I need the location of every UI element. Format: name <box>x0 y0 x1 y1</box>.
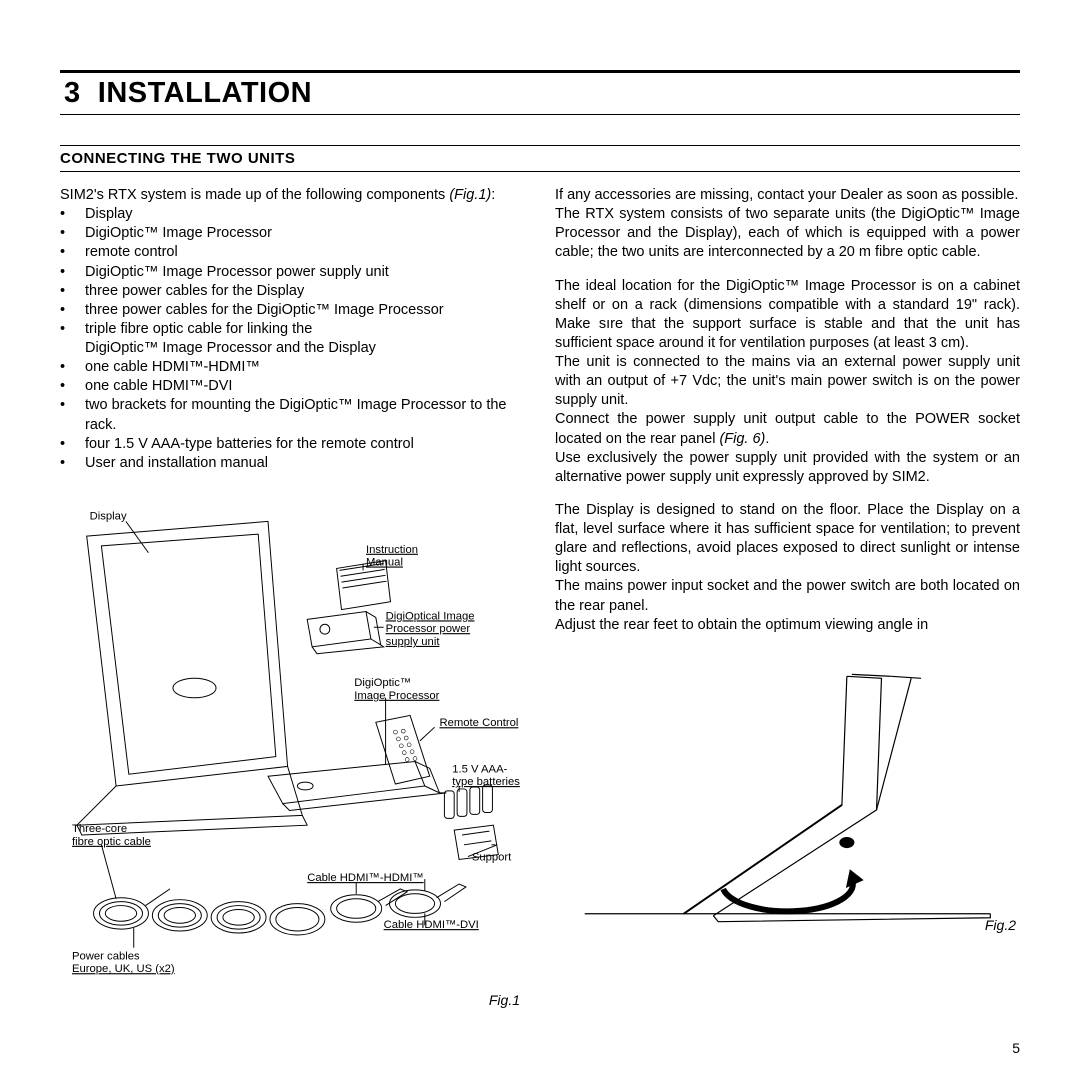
r-p3: The ideal location for the DigiOptic™ Im… <box>555 277 1020 354</box>
fig1-label-psu-1: DigiOptical Image <box>386 610 475 622</box>
r-p1: If any accessories are missing, contact … <box>555 186 1020 205</box>
section-title: CONNECTING THE TWO UNITS <box>60 145 1020 172</box>
right-column: If any accessories are missing, contact … <box>555 186 1020 1011</box>
fig1-label-support: Support <box>472 851 512 863</box>
fig1-label-power-1: Power cables <box>72 950 140 962</box>
chapter-number: 3 <box>64 77 81 109</box>
figure-2-svg <box>555 665 1020 935</box>
fig1-label-fibre-2: fibre optic cable <box>72 836 151 848</box>
fig1-label-display: Display <box>90 510 127 522</box>
fig1-label-psu-2: Processor power <box>386 623 471 635</box>
r-p9: Adjust the rear feet to obtain the optim… <box>555 616 1020 635</box>
r-p6: Use exclusively the power supply unit pr… <box>555 449 1020 487</box>
figure-2-caption: Fig.2 <box>985 916 1016 934</box>
r-p5a: Connect the power supply unit output cab… <box>555 411 1020 446</box>
fig1-label-dvi: Cable HDMI™-DVI <box>384 919 479 931</box>
list-item: three power cables for the Display <box>60 282 525 301</box>
r-p2: The RTX system consists of two separate … <box>555 205 1020 262</box>
r-p5: Connect the power supply unit output cab… <box>555 410 1020 448</box>
figure-1-svg: Display Instruction Manual DigiOptical I… <box>61 492 524 982</box>
chapter-title: 3 INSTALLATION <box>60 73 1020 114</box>
fig1-label-instruction-2: Manual <box>366 556 403 568</box>
r-p7: The Display is designed to stand on the … <box>555 501 1020 578</box>
list-item: three power cables for the DigiOptic™ Im… <box>60 301 525 320</box>
list-item: remote control <box>60 243 525 262</box>
page-number: 5 <box>1012 1040 1020 1056</box>
fig1-label-batt-2: type batteries <box>452 776 520 788</box>
intro-text: SIM2's RTX system is made up of the foll… <box>60 187 449 203</box>
list-item: two brackets for mounting the DigiOptic™… <box>60 396 525 434</box>
fig1-label-power-2: Europe, UK, US (x2) <box>72 963 175 975</box>
chapter-rule-bottom <box>60 114 1020 115</box>
r-p8: The mains power input socket and the pow… <box>555 577 1020 615</box>
fig1-label-psu-3: supply unit <box>386 636 441 648</box>
columns: SIM2's RTX system is made up of the foll… <box>60 186 1020 1011</box>
figure-1-caption: Fig.1 <box>489 991 520 1009</box>
fig1-label-proc-2: Image Processor <box>354 690 439 702</box>
chapter-title-text: INSTALLATION <box>98 77 312 109</box>
component-list: Display DigiOptic™ Image Processor remot… <box>60 205 525 473</box>
fig1-label-remote: Remote Control <box>440 717 519 729</box>
fig1-label-fibre-1: Three-core <box>72 823 127 835</box>
intro-tail: : <box>491 187 495 203</box>
list-item: triple fibre optic cable for linking the… <box>60 320 525 358</box>
fig1-label-hdmi: Cable HDMI™-HDMI™ <box>307 872 423 884</box>
list-item: one cable HDMI™-HDMI™ <box>60 358 525 377</box>
fig1-label-instruction-1: Instruction <box>366 544 418 556</box>
list-item: DigiOptic™ Image Processor power supply … <box>60 263 525 282</box>
list-item: one cable HDMI™-DVI <box>60 377 525 396</box>
intro-paragraph: SIM2's RTX system is made up of the foll… <box>60 186 525 205</box>
left-column: SIM2's RTX system is made up of the foll… <box>60 186 525 1011</box>
intro-fig-ref: (Fig.1) <box>449 187 491 203</box>
figure-2: Fig.2 <box>555 665 1020 935</box>
list-item: four 1.5 V AAA-type batteries for the re… <box>60 435 525 454</box>
list-item: User and installation manual <box>60 454 525 473</box>
list-item: DigiOptic™ Image Processor <box>60 224 525 243</box>
r-p5b: . <box>765 431 769 447</box>
r-p4: The unit is connected to the mains via a… <box>555 353 1020 410</box>
list-item: Display <box>60 205 525 224</box>
fig1-label-proc-1: DigiOptic™ <box>354 677 411 689</box>
r-p5-figref: (Fig. 6) <box>719 431 765 447</box>
figure-1: Display Instruction Manual DigiOptical I… <box>60 491 525 1011</box>
page: 3 INSTALLATION CONNECTING THE TWO UNITS … <box>0 0 1080 1080</box>
fig1-label-batt-1: 1.5 V AAA- <box>452 763 507 775</box>
